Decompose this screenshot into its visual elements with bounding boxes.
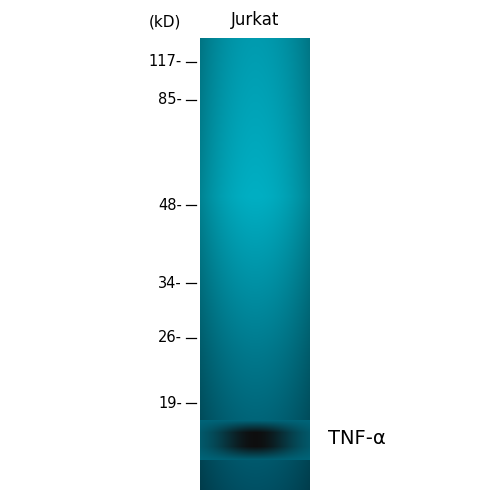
Text: 26-: 26- xyxy=(158,330,182,345)
Text: Jurkat: Jurkat xyxy=(231,11,279,29)
Text: 85-: 85- xyxy=(158,92,182,108)
Text: TNF-α: TNF-α xyxy=(328,428,386,448)
Text: (kD): (kD) xyxy=(149,14,181,30)
Text: 19-: 19- xyxy=(158,396,182,410)
Text: 34-: 34- xyxy=(158,276,182,290)
Text: 48-: 48- xyxy=(158,198,182,212)
Text: 117-: 117- xyxy=(149,54,182,70)
